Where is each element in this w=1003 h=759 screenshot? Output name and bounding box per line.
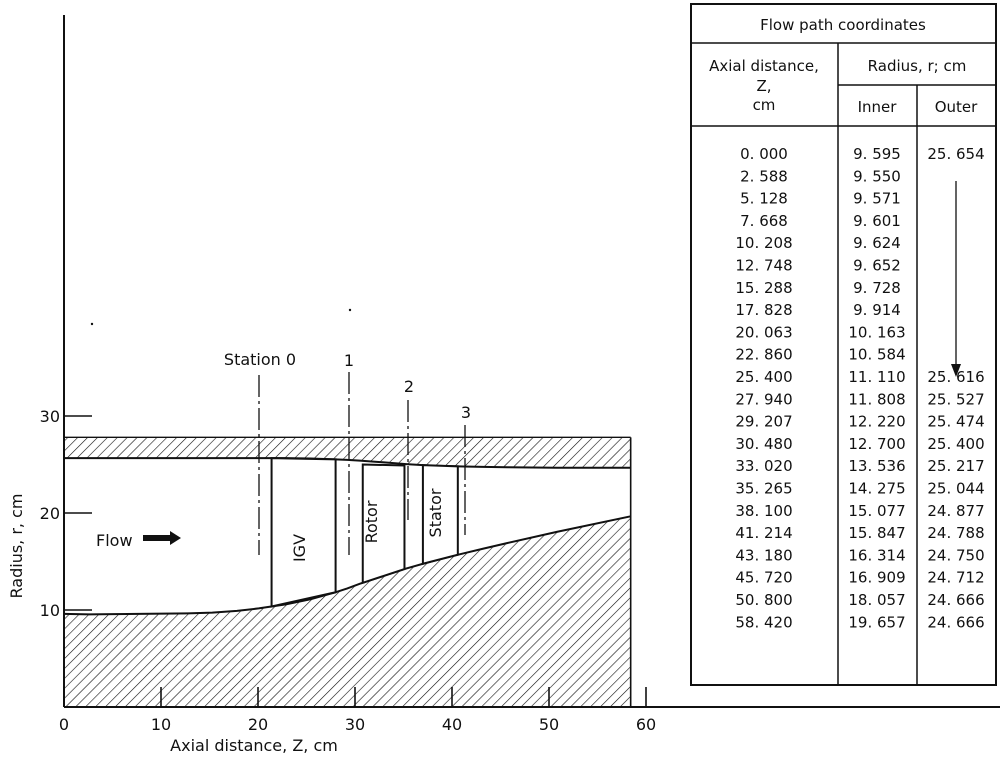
table-cell-z: 33. 020 bbox=[735, 457, 792, 475]
table-cell-z: 41. 214 bbox=[735, 524, 792, 542]
table-cell-outer: 24. 666 bbox=[927, 591, 984, 609]
table-title: Flow path coordinates bbox=[760, 16, 926, 34]
table-cell-outer: 25. 654 bbox=[927, 145, 984, 163]
table-cell-z: 10. 208 bbox=[735, 234, 792, 252]
table-cell-inner: 10. 584 bbox=[848, 346, 905, 364]
x-tick-label: 20 bbox=[248, 715, 268, 734]
table-cell-z: 58. 420 bbox=[735, 613, 792, 631]
table-cell-inner: 12. 700 bbox=[848, 435, 905, 453]
table-cell-inner: 19. 657 bbox=[848, 613, 905, 631]
table-cell-z: 15. 288 bbox=[735, 279, 792, 297]
table-cell-outer: 25. 044 bbox=[927, 480, 984, 498]
table-cell-z: 22. 860 bbox=[735, 346, 792, 364]
flow-label: Flow bbox=[96, 531, 133, 550]
table-cell-z: 7. 668 bbox=[740, 212, 788, 230]
table-cell-z: 35. 265 bbox=[735, 480, 792, 498]
table-cell-inner: 12. 220 bbox=[848, 413, 905, 431]
igv-label: IGV bbox=[290, 534, 309, 562]
table-body: 0. 000 9. 595 25. 654 2. 588 9. 550 5. 128 9. … bbox=[735, 145, 984, 631]
x-tick-label: 30 bbox=[345, 715, 365, 734]
stator-blade-row bbox=[421, 464, 459, 566]
table-cell-outer: 25. 217 bbox=[927, 457, 984, 475]
table-cell-z: 43. 180 bbox=[735, 546, 792, 564]
x-tick-label: 0 bbox=[59, 715, 69, 734]
table-cell-z: 17. 828 bbox=[735, 301, 792, 319]
col-axial-header-line1: Axial distance, bbox=[709, 57, 819, 75]
table-cell-z: 5. 128 bbox=[740, 190, 788, 208]
station-3-label: 3 bbox=[461, 403, 471, 422]
x-tick-label: 60 bbox=[636, 715, 656, 734]
table-cell-outer: 24. 877 bbox=[927, 502, 984, 520]
table-cell-outer: 24. 788 bbox=[927, 524, 984, 542]
table-cell-inner: 9. 550 bbox=[853, 167, 901, 185]
table-cell-inner: 9. 914 bbox=[853, 301, 901, 319]
table-border bbox=[690, 3, 997, 686]
col-axial-header-line3: cm bbox=[753, 96, 776, 114]
igv-blade-row bbox=[270, 457, 337, 608]
table-cell-inner: 15. 847 bbox=[848, 524, 905, 542]
table-cell-z: 12. 748 bbox=[735, 257, 792, 275]
col-outer-header: Outer bbox=[935, 98, 978, 116]
station-1-label: 1 bbox=[344, 351, 354, 370]
table-cell-inner: 10. 163 bbox=[848, 323, 905, 341]
station-0-label: Station 0 bbox=[224, 350, 296, 369]
hub-hatch bbox=[64, 516, 631, 707]
outer-casing-hatch bbox=[64, 437, 631, 468]
table-cell-inner: 9. 601 bbox=[853, 212, 901, 230]
station-2-label: 2 bbox=[404, 377, 414, 396]
table-cell-outer: 25. 400 bbox=[927, 435, 984, 453]
table-cell-z: 20. 063 bbox=[735, 323, 792, 341]
x-ticks: 0 10 20 30 40 50 60 bbox=[59, 687, 656, 734]
table-cell-inner: 14. 275 bbox=[848, 480, 905, 498]
rotor-blade-row bbox=[361, 463, 406, 585]
table-cell-inner: 16. 909 bbox=[848, 569, 905, 587]
table-cell-z: 27. 940 bbox=[735, 390, 792, 408]
y-axis-label: Radius, r, cm bbox=[7, 494, 26, 599]
table-cell-z: 25. 400 bbox=[735, 368, 792, 386]
y-tick-label: 30 bbox=[40, 407, 60, 426]
table-cell-inner: 9. 571 bbox=[853, 190, 901, 208]
y-tick-label: 10 bbox=[40, 601, 60, 620]
table-cell-inner: 11. 110 bbox=[848, 368, 905, 386]
table-cell-inner: 18. 057 bbox=[848, 591, 905, 609]
table-cell-z: 45. 720 bbox=[735, 569, 792, 587]
table-cell-inner: 9. 595 bbox=[853, 145, 901, 163]
table-cell-outer: 24. 750 bbox=[927, 546, 984, 564]
y-ticks: 10 20 30 bbox=[40, 407, 92, 620]
x-axis-label: Axial distance, Z, cm bbox=[170, 736, 338, 755]
table-cell-z: 0. 000 bbox=[740, 145, 788, 163]
table-cell-inner: 11. 808 bbox=[848, 390, 905, 408]
table-cell-z: 29. 207 bbox=[735, 413, 792, 431]
table-cell-z: 30. 480 bbox=[735, 435, 792, 453]
col-axial-header-line2: Z, bbox=[756, 77, 771, 95]
table-cell-inner: 15. 077 bbox=[848, 502, 905, 520]
flow-arrow-icon bbox=[143, 531, 181, 545]
table-cell-outer: 25. 474 bbox=[927, 413, 984, 431]
stator-label: Stator bbox=[426, 488, 445, 537]
flow-path-coordinates-table: Flow path coordinates Axial distance, Z,… bbox=[690, 3, 997, 686]
x-tick-label: 40 bbox=[442, 715, 462, 734]
table-cell-inner: 13. 536 bbox=[848, 457, 905, 475]
table-cell-outer: 24. 666 bbox=[927, 613, 984, 631]
table-cell-inner: 9. 728 bbox=[853, 279, 901, 297]
x-tick-label: 50 bbox=[539, 715, 559, 734]
table-cell-outer: 25. 527 bbox=[927, 390, 984, 408]
arrow-down-icon bbox=[951, 364, 961, 377]
col-inner-header: Inner bbox=[858, 98, 898, 116]
rotor-label: Rotor bbox=[362, 500, 381, 543]
x-tick-label: 10 bbox=[151, 715, 171, 734]
col-radius-header: Radius, r; cm bbox=[868, 57, 967, 75]
y-tick-label: 20 bbox=[40, 504, 60, 523]
table-cell-inner: 16. 314 bbox=[848, 546, 905, 564]
table-cell-inner: 9. 652 bbox=[853, 257, 901, 275]
table-cell-outer: 24. 712 bbox=[927, 569, 984, 587]
table-cell-z: 50. 800 bbox=[735, 591, 792, 609]
speck bbox=[348, 308, 352, 312]
table-cell-z: 38. 100 bbox=[735, 502, 792, 520]
speck bbox=[90, 322, 94, 326]
table-cell-z: 2. 588 bbox=[740, 167, 788, 185]
table-cell-inner: 9. 624 bbox=[853, 234, 901, 252]
